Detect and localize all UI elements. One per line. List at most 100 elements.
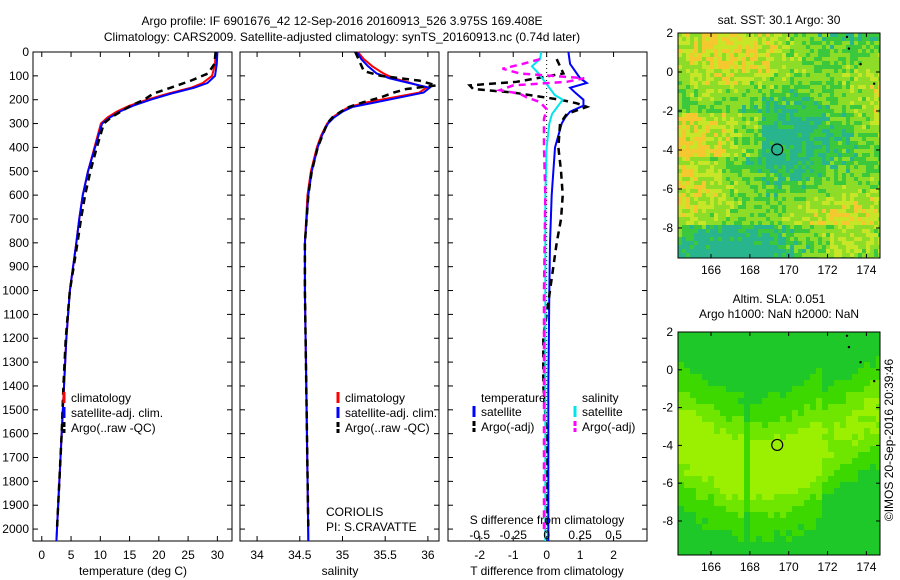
sst-map-title: sat. SST: 30.1 Argo: 30 [718,13,841,27]
map-cell [854,169,858,173]
map-cell [878,165,880,169]
map-cell [834,201,838,205]
map-cell [846,350,852,356]
map-cell [846,416,852,422]
map-cell [846,125,850,129]
map-cell [822,524,828,530]
map-cell [840,422,846,428]
map-cell [780,536,786,542]
map-cell [834,49,838,53]
map-cell [726,422,732,428]
map-cell [798,392,804,398]
map-cell [830,225,834,229]
map-cell [708,500,714,506]
map-cell [686,85,690,89]
map-cell [754,85,758,89]
map-cell [774,49,778,53]
map-cell [870,482,876,488]
map-cell [846,209,850,213]
map-cell [726,57,730,61]
map-cell [814,81,818,85]
map-cell [726,368,732,374]
map-cell [706,133,710,137]
map-cell [714,213,718,217]
map-cell [866,53,870,57]
map-cell [830,161,834,165]
map-cell [790,201,794,205]
map-cell [750,125,754,129]
sla-map-title-line2: Argo h1000: NaN h2000: NaN [699,307,859,321]
map-cell [790,137,794,141]
map-cell [866,41,870,45]
map-cell [766,201,770,205]
map-cell [742,157,746,161]
map-cell [770,89,774,93]
map-cell [822,73,826,77]
map-cell [726,129,730,133]
map-cell [778,121,782,125]
map-cell [840,440,846,446]
map-cell [750,209,754,213]
map-cell [698,189,702,193]
map-cell [690,161,694,165]
map-cell [878,153,880,157]
map-cell [846,129,850,133]
map-cell [762,237,766,241]
map-cell [774,500,780,506]
map-cell [846,518,852,524]
map-cell [708,530,714,536]
map-cell [722,117,726,121]
map-cell [726,81,730,85]
coastline-fragment [847,345,851,349]
map-cell [778,193,782,197]
map-cell [834,177,838,181]
map-cell [822,165,826,169]
map-cell [786,93,790,97]
map-cell [698,69,702,73]
map-cell [838,81,842,85]
map-cell [858,217,862,221]
map-cell [822,117,826,121]
map-cell [878,181,880,185]
map-cell [746,245,750,249]
map-cell [822,113,826,117]
map-cell [834,33,838,37]
map-cell [816,482,822,488]
map-cell [786,137,790,141]
map-cell [706,229,710,233]
map-cell [774,464,780,470]
map-cell [852,416,858,422]
map-cell [782,197,786,201]
map-cell [802,137,806,141]
map-cell [722,101,726,105]
map-cell [734,185,738,189]
map-cell [802,61,806,65]
map-cell [826,49,830,53]
map-cell [822,153,826,157]
map-cell [780,476,786,482]
map-cell [768,494,774,500]
map-cell [798,464,804,470]
map-cell [804,488,810,494]
map-cell [768,506,774,512]
map-cell [706,33,710,37]
map-cell [842,193,846,197]
map-cell [768,440,774,446]
map-cell [758,233,762,237]
temp-legend-climatology: climatology [71,391,131,405]
map-cell [750,245,754,249]
map-cell [684,476,690,482]
map-cell [694,213,698,217]
map-cell [878,161,880,165]
map-cell [766,181,770,185]
map-cell [702,209,706,213]
map-cell [828,332,834,338]
map-cell [862,149,866,153]
map-cell [786,81,790,85]
map-cell [762,117,766,121]
map-cell [838,89,842,93]
map-cell [862,141,866,145]
map-cell [810,69,814,73]
map-cell [762,73,766,77]
x-tick-label: 168 [740,263,760,277]
